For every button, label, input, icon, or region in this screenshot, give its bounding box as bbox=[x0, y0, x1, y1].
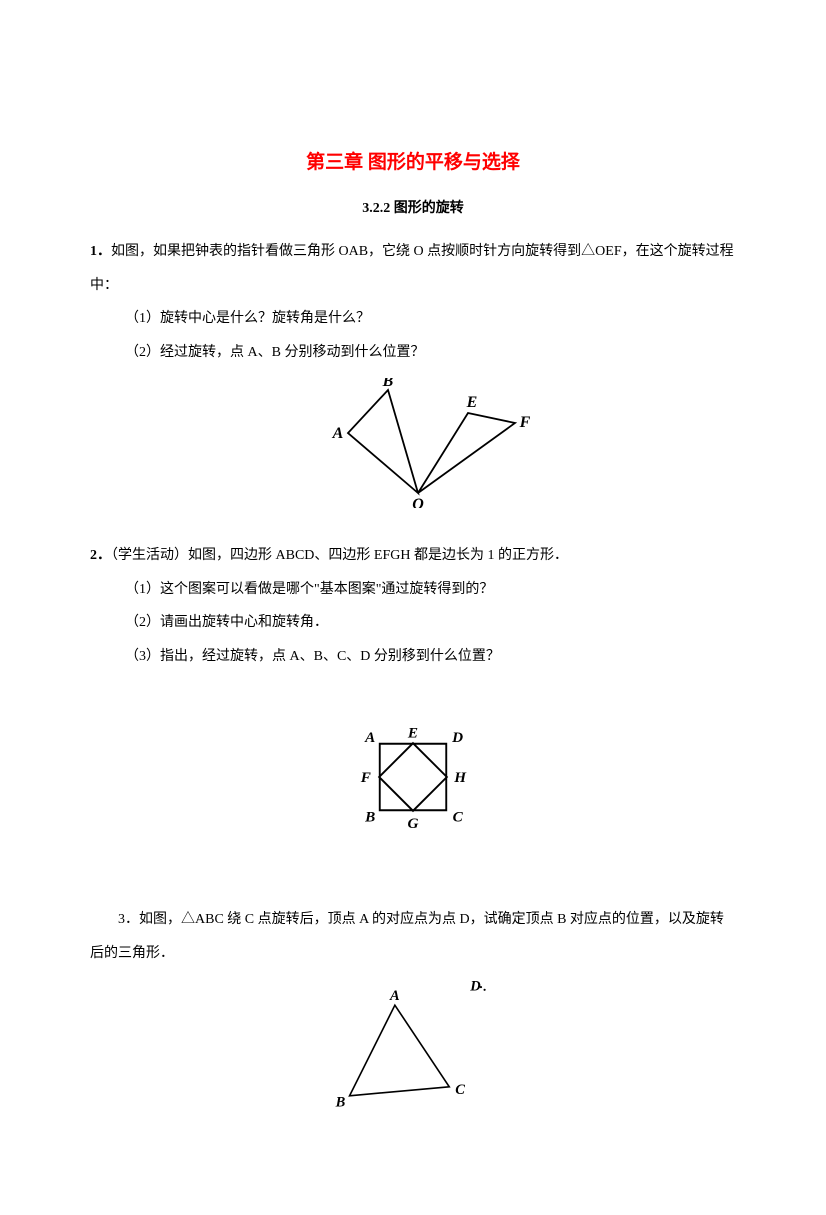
svg-text:G: G bbox=[408, 814, 419, 831]
svg-text:A: A bbox=[332, 425, 344, 442]
svg-text:F: F bbox=[519, 414, 531, 431]
svg-text:D: D bbox=[451, 728, 463, 745]
sub-question: （1）旋转中心是什么？旋转角是什么？ bbox=[90, 302, 736, 336]
svg-text:O: O bbox=[412, 496, 424, 508]
problem-3: 3．如图，△ABC 绕 C 点旋转后，顶点 A 的对应点为点 D，试确定顶点 B… bbox=[90, 903, 736, 970]
svg-text:B: B bbox=[382, 378, 394, 390]
svg-text:D: D bbox=[469, 979, 481, 995]
chapter-title: 第三章 图形的平移与选择 bbox=[90, 140, 736, 186]
svg-text:E: E bbox=[466, 394, 478, 411]
svg-text:H: H bbox=[453, 768, 467, 785]
sub-question: （1）这个图案可以看做是哪个"基本图案"通过旋转得到的？ bbox=[90, 573, 736, 607]
sub-question: （2）经过旋转，点 A、B 分别移动到什么位置？ bbox=[90, 336, 736, 370]
problem-number: 1． bbox=[90, 244, 111, 259]
svg-text:A: A bbox=[389, 988, 400, 1004]
problem-text: 如图，如果把钟表的指针看做三角形 OAB，它绕 O 点按顺时针方向旋转得到△OE… bbox=[90, 244, 734, 293]
problem-2: 2．（学生活动）如图，四边形 ABCD、四边形 EFGH 都是边长为 1 的正方… bbox=[90, 539, 736, 673]
sub-question: （2）请画出旋转中心和旋转角． bbox=[90, 606, 736, 640]
problem-text: （学生活动）如图，四边形 ABCD、四边形 EFGH 都是边长为 1 的正方形． bbox=[111, 548, 568, 563]
section-title: 3.2.2 图形的旋转 bbox=[90, 192, 736, 226]
svg-text:B: B bbox=[364, 808, 375, 825]
svg-text:B: B bbox=[335, 1095, 346, 1111]
figure-3: A B C D bbox=[90, 978, 736, 1137]
svg-text:A: A bbox=[364, 728, 375, 745]
figure-2: A D C B E H G F bbox=[90, 682, 736, 886]
sub-question: （3）指出，经过旋转，点 A、B、C、D 分别移到什么位置？ bbox=[90, 640, 736, 674]
svg-text:C: C bbox=[455, 1082, 465, 1098]
problem-1: 1．如图，如果把钟表的指针看做三角形 OAB，它绕 O 点按顺时针方向旋转得到△… bbox=[90, 235, 736, 369]
problem-number: 3． bbox=[118, 912, 139, 927]
figure-1: A B E F O bbox=[90, 378, 736, 522]
svg-text:C: C bbox=[453, 808, 464, 825]
svg-text:E: E bbox=[407, 724, 418, 741]
svg-text:F: F bbox=[360, 768, 371, 785]
problem-text: 如图，△ABC 绕 C 点旋转后，顶点 A 的对应点为点 D，试确定顶点 B 对… bbox=[90, 912, 724, 961]
problem-number: 2． bbox=[90, 548, 111, 563]
